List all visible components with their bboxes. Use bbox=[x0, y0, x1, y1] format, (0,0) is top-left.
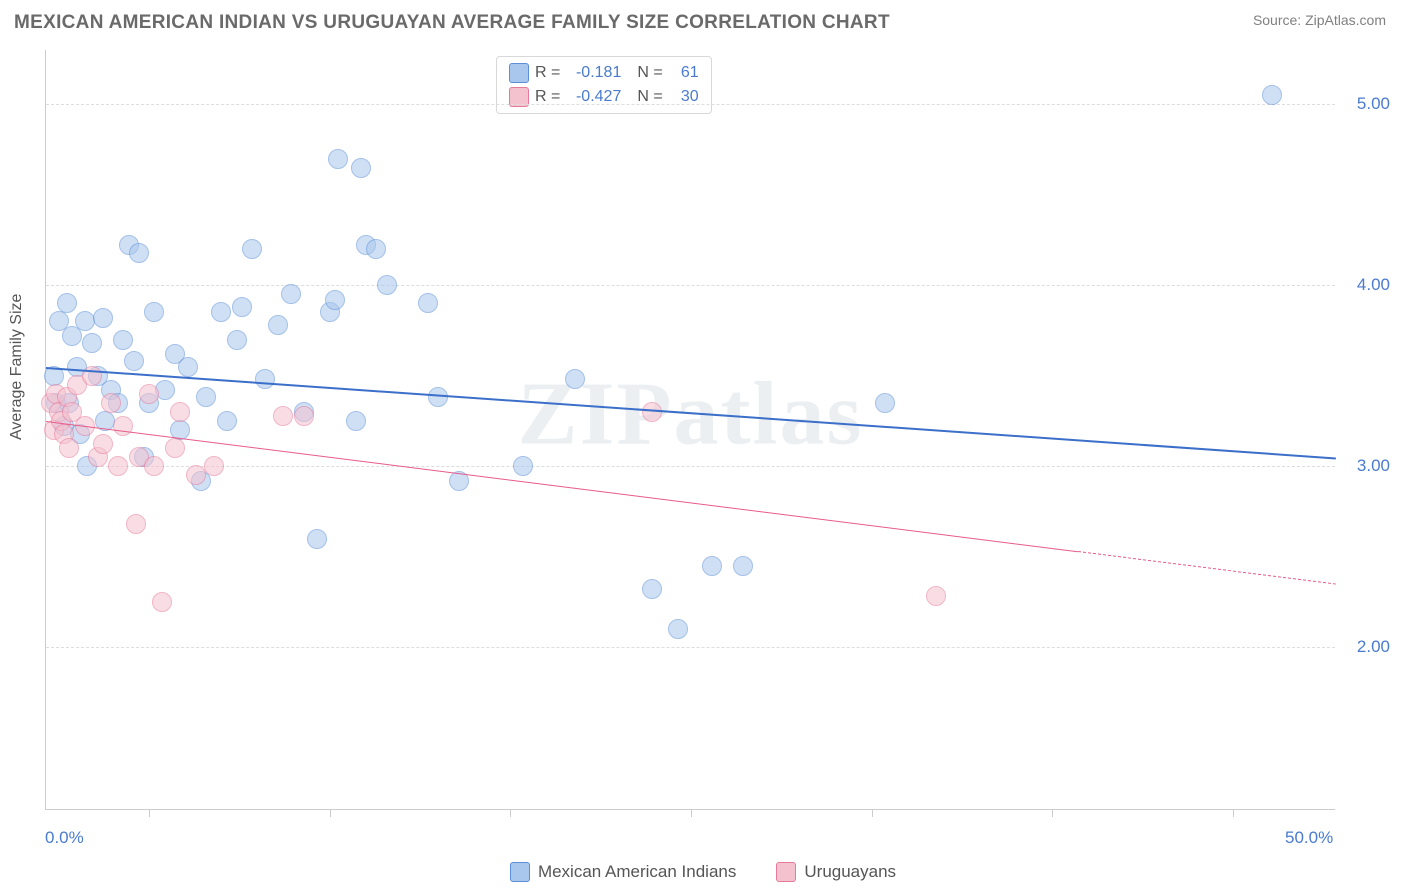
scatter-point bbox=[144, 302, 164, 322]
scatter-point bbox=[204, 456, 224, 476]
scatter-point bbox=[108, 456, 128, 476]
x-axis-max-label: 50.0% bbox=[1285, 828, 1333, 848]
x-tick bbox=[691, 809, 692, 817]
legend-label: Mexican American Indians bbox=[538, 862, 736, 882]
scatter-point bbox=[186, 465, 206, 485]
legend-swatch-icon bbox=[510, 862, 530, 882]
scatter-point bbox=[93, 308, 113, 328]
scatter-point bbox=[196, 387, 216, 407]
legend-label: Uruguayans bbox=[804, 862, 896, 882]
scatter-point bbox=[351, 158, 371, 178]
y-axis-title: Average Family Size bbox=[8, 294, 26, 440]
scatter-point bbox=[346, 411, 366, 431]
x-tick bbox=[149, 809, 150, 817]
scatter-chart: ZIPatlas R =-0.181N =61R =-0.427N =30 2.… bbox=[45, 50, 1335, 810]
legend-r-value: -0.181 bbox=[566, 64, 621, 82]
scatter-point bbox=[325, 290, 345, 310]
scatter-point bbox=[144, 456, 164, 476]
scatter-point bbox=[565, 369, 585, 389]
legend-swatch-icon bbox=[776, 862, 796, 882]
scatter-point bbox=[93, 434, 113, 454]
legend-stats-row: R = -0.181 N = 61 bbox=[509, 61, 699, 85]
legend-n-label: N = bbox=[637, 64, 662, 82]
scatter-point bbox=[307, 529, 327, 549]
x-tick bbox=[510, 809, 511, 817]
trend-line bbox=[1078, 551, 1336, 585]
scatter-point bbox=[642, 579, 662, 599]
scatter-point bbox=[152, 592, 172, 612]
scatter-point bbox=[268, 315, 288, 335]
legend-n-value: 61 bbox=[669, 64, 699, 82]
scatter-point bbox=[75, 311, 95, 331]
x-axis-min-label: 0.0% bbox=[45, 828, 84, 848]
scatter-point bbox=[57, 293, 77, 313]
legend-stats-row: R =-0.427N =30 bbox=[509, 85, 699, 109]
scatter-point bbox=[129, 243, 149, 263]
scatter-point bbox=[926, 586, 946, 606]
scatter-point bbox=[273, 406, 293, 426]
y-tick-label: 5.00 bbox=[1357, 94, 1390, 114]
legend-series: Mexican American Indians Uruguayans bbox=[0, 862, 1406, 882]
scatter-point bbox=[211, 302, 231, 322]
scatter-point bbox=[227, 330, 247, 350]
scatter-point bbox=[82, 333, 102, 353]
x-tick bbox=[1052, 809, 1053, 817]
legend-stats-box: R = -0.181 N = 61 R =-0.427N =30 bbox=[496, 56, 712, 114]
scatter-point bbox=[428, 387, 448, 407]
scatter-point bbox=[328, 149, 348, 169]
scatter-point bbox=[101, 393, 121, 413]
legend-swatch-icon bbox=[509, 63, 529, 83]
scatter-point bbox=[668, 619, 688, 639]
scatter-point bbox=[178, 357, 198, 377]
scatter-point bbox=[281, 284, 301, 304]
scatter-point bbox=[165, 438, 185, 458]
scatter-point bbox=[377, 275, 397, 295]
y-tick-label: 2.00 bbox=[1357, 637, 1390, 657]
gridline bbox=[46, 466, 1335, 467]
scatter-point bbox=[366, 239, 386, 259]
scatter-point bbox=[113, 416, 133, 436]
scatter-point bbox=[513, 456, 533, 476]
scatter-point bbox=[113, 330, 133, 350]
scatter-point bbox=[875, 393, 895, 413]
scatter-point bbox=[124, 351, 144, 371]
source-label: Source: ZipAtlas.com bbox=[1253, 12, 1386, 28]
scatter-point bbox=[1262, 85, 1282, 105]
scatter-point bbox=[418, 293, 438, 313]
y-tick-label: 3.00 bbox=[1357, 456, 1390, 476]
scatter-point bbox=[139, 384, 159, 404]
scatter-point bbox=[59, 438, 79, 458]
gridline bbox=[46, 285, 1335, 286]
legend-item: Uruguayans bbox=[776, 862, 896, 882]
legend-r-label: R = bbox=[535, 64, 560, 82]
scatter-point bbox=[170, 402, 190, 422]
scatter-point bbox=[702, 556, 722, 576]
scatter-point bbox=[242, 239, 262, 259]
x-tick bbox=[872, 809, 873, 817]
scatter-point bbox=[294, 406, 314, 426]
legend-item: Mexican American Indians bbox=[510, 862, 736, 882]
y-tick-label: 4.00 bbox=[1357, 275, 1390, 295]
scatter-point bbox=[255, 369, 275, 389]
gridline bbox=[46, 104, 1335, 105]
scatter-point bbox=[126, 514, 146, 534]
chart-title: MEXICAN AMERICAN INDIAN VS URUGUAYAN AVE… bbox=[14, 12, 890, 34]
x-tick bbox=[1233, 809, 1234, 817]
scatter-point bbox=[217, 411, 237, 431]
gridline bbox=[46, 647, 1335, 648]
x-tick bbox=[330, 809, 331, 817]
scatter-point bbox=[82, 366, 102, 386]
scatter-point bbox=[733, 556, 753, 576]
scatter-point bbox=[232, 297, 252, 317]
